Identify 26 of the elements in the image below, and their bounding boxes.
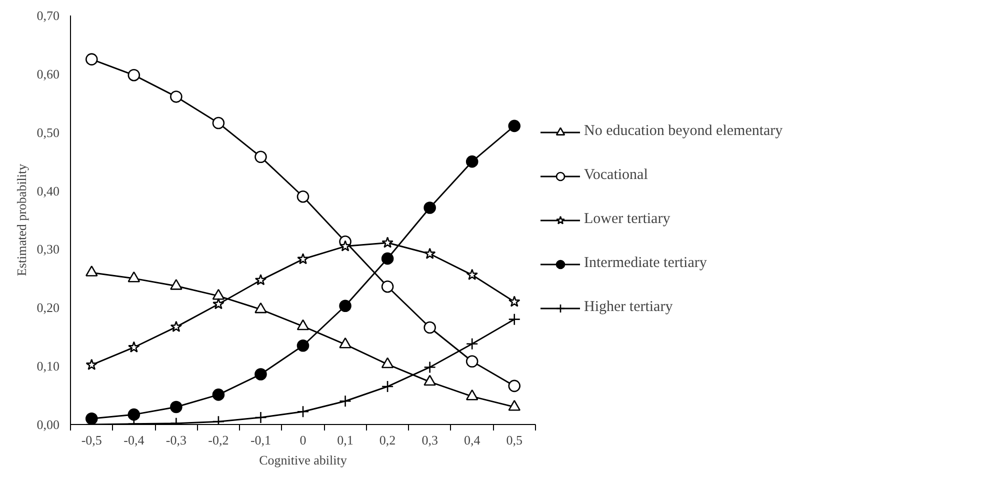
y-tick-label: 0,60 — [36, 66, 60, 82]
x-tick-label: 0,4 — [464, 432, 481, 448]
y-tick-label: 0,10 — [36, 358, 60, 374]
x-axis-title: Cognitive ability — [259, 452, 348, 468]
x-tick-label: -0,1 — [250, 432, 272, 448]
legend-label: Lower tertiary — [584, 211, 670, 228]
y-tick-label: 0,20 — [36, 300, 60, 316]
x-tick-label: -0,4 — [124, 432, 145, 448]
y-tick-label: 0,30 — [36, 242, 60, 257]
x-tick-label: 0 — [300, 432, 306, 448]
x-tick-label: -0,2 — [208, 432, 229, 448]
legend-label: Intermediate tertiary — [584, 255, 707, 272]
legend-label: Vocational — [584, 167, 648, 184]
y-axis-title: Estimated probability — [14, 163, 29, 276]
y-tick-label: 0,50 — [36, 124, 60, 140]
legend-label: Higher tertiary — [584, 299, 673, 316]
y-tick-label: 0,40 — [36, 183, 60, 198]
x-tick-label: 0,5 — [506, 432, 522, 448]
y-tick-label: 0,00 — [36, 417, 60, 432]
y-tick-label: 0,70 — [36, 8, 60, 23]
legend-label: No education beyond elementary — [584, 123, 783, 140]
x-tick-label: 0,3 — [422, 432, 438, 448]
x-tick-label: 0,1 — [337, 432, 354, 448]
x-tick-label: 0,2 — [379, 432, 396, 448]
x-tick-label: -0,3 — [166, 432, 186, 448]
x-tick-label: -0,5 — [81, 432, 102, 448]
